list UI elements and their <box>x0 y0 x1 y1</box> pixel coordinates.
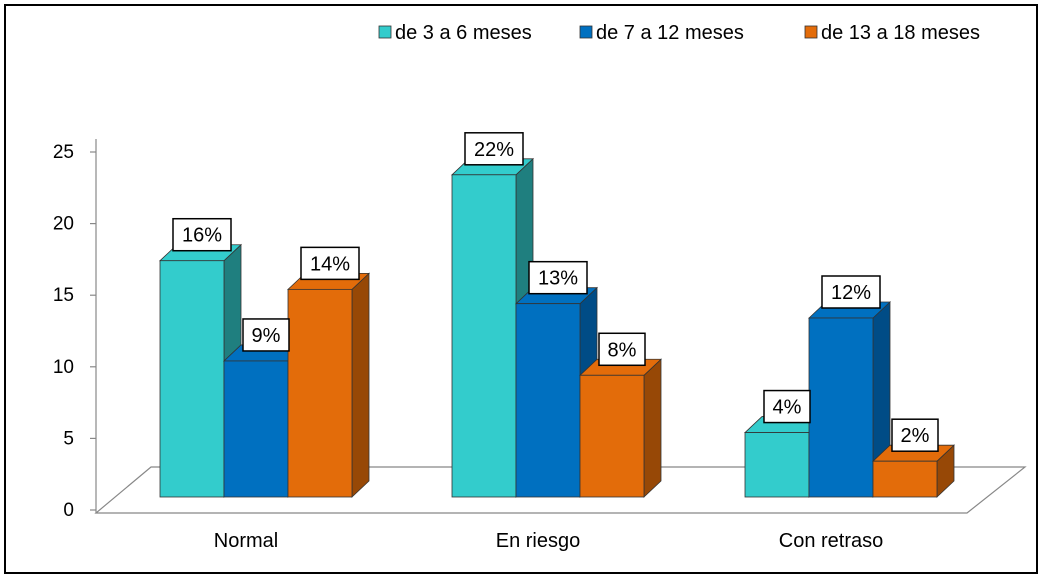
data-label-box <box>528 260 588 295</box>
x-tick-label: En riesgo <box>496 530 581 552</box>
x-axis-ticks: Normal En riesgo Con retraso <box>214 530 883 552</box>
bar <box>872 460 938 498</box>
bar-side <box>643 358 662 498</box>
data-label: 9% <box>252 325 281 347</box>
legend-swatch <box>579 25 593 39</box>
y-tick-label: 20 <box>53 214 74 235</box>
bars <box>158 157 956 498</box>
y-tick-label: 5 <box>63 428 74 449</box>
data-label: 14% <box>310 253 350 275</box>
legend-label: de 3 a 6 meses <box>395 22 532 44</box>
data-label-box <box>598 332 646 367</box>
chart-floor <box>94 466 1027 514</box>
floor-outline <box>94 466 1027 514</box>
data-label-box <box>172 217 232 252</box>
legend-label: de 13 a 18 meses <box>821 22 980 44</box>
legend-swatch <box>804 25 818 39</box>
y-tick-label: 15 <box>53 285 74 306</box>
data-label-box <box>242 318 290 352</box>
bar <box>287 288 353 498</box>
bar <box>159 260 225 498</box>
y-tick-label: 25 <box>53 142 74 163</box>
bar-side <box>351 272 370 498</box>
bar <box>451 174 517 498</box>
bar <box>744 432 810 498</box>
data-label-box <box>821 275 881 309</box>
bar <box>579 374 645 498</box>
data-label: 22% <box>474 139 514 161</box>
data-label: 8% <box>608 339 637 361</box>
data-label: 16% <box>182 225 222 247</box>
bar <box>223 360 289 498</box>
legend-label: de 7 a 12 meses <box>596 22 744 44</box>
x-tick-label: Normal <box>214 530 278 552</box>
data-label-box <box>464 132 524 166</box>
data-label-box <box>763 389 811 424</box>
x-tick-label: Con retraso <box>779 530 884 552</box>
data-label: 13% <box>538 268 578 290</box>
y-axis: 0 5 10 15 20 25 <box>53 139 97 521</box>
bar <box>515 303 581 498</box>
data-label-box <box>891 418 939 452</box>
legend: de 3 a 6 meses de 7 a 12 meses de 13 a 18 … <box>378 22 980 44</box>
y-tick-label: 0 <box>63 500 74 521</box>
data-label: 2% <box>901 425 930 447</box>
data-label: 4% <box>773 397 802 419</box>
data-label: 12% <box>831 282 871 304</box>
y-tick-label: 10 <box>53 357 74 378</box>
bar <box>808 317 874 498</box>
legend-swatch <box>378 25 392 39</box>
data-labels: 16% 9% 14% 22% 13% 8% 4% 12% 2% <box>172 132 939 452</box>
data-label-box <box>300 246 360 281</box>
